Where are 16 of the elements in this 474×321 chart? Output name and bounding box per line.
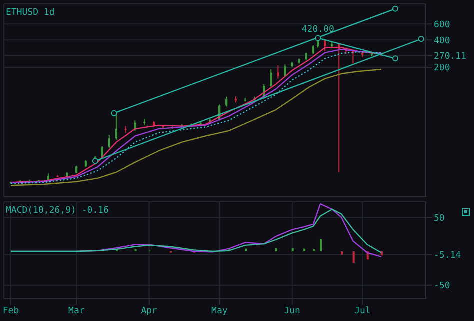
x-tick-label: May (212, 306, 228, 316)
y-tick-label: -50 (434, 282, 450, 292)
y-tick-label: 600 (434, 20, 450, 30)
x-tick-label: Jun (284, 306, 300, 316)
x-tick-label: Mar (68, 306, 86, 316)
x-tick-label: Feb (2, 306, 20, 316)
y-tick-label: 200 (434, 64, 450, 74)
x-tick-label: Apr (141, 306, 158, 316)
x-tick-label: Jul (354, 306, 371, 316)
y-tick-label: 400 (434, 36, 450, 46)
chart-title: ETHUSD 1d (6, 8, 55, 18)
annotation: 420.00 (302, 25, 334, 36)
y-tick-label: 270.11 (434, 52, 467, 62)
text: MACD(10,26,9) -0.16 (6, 206, 109, 216)
y-tick-label: 50 (434, 214, 445, 224)
y-tick-label: -5.14 (434, 251, 462, 262)
